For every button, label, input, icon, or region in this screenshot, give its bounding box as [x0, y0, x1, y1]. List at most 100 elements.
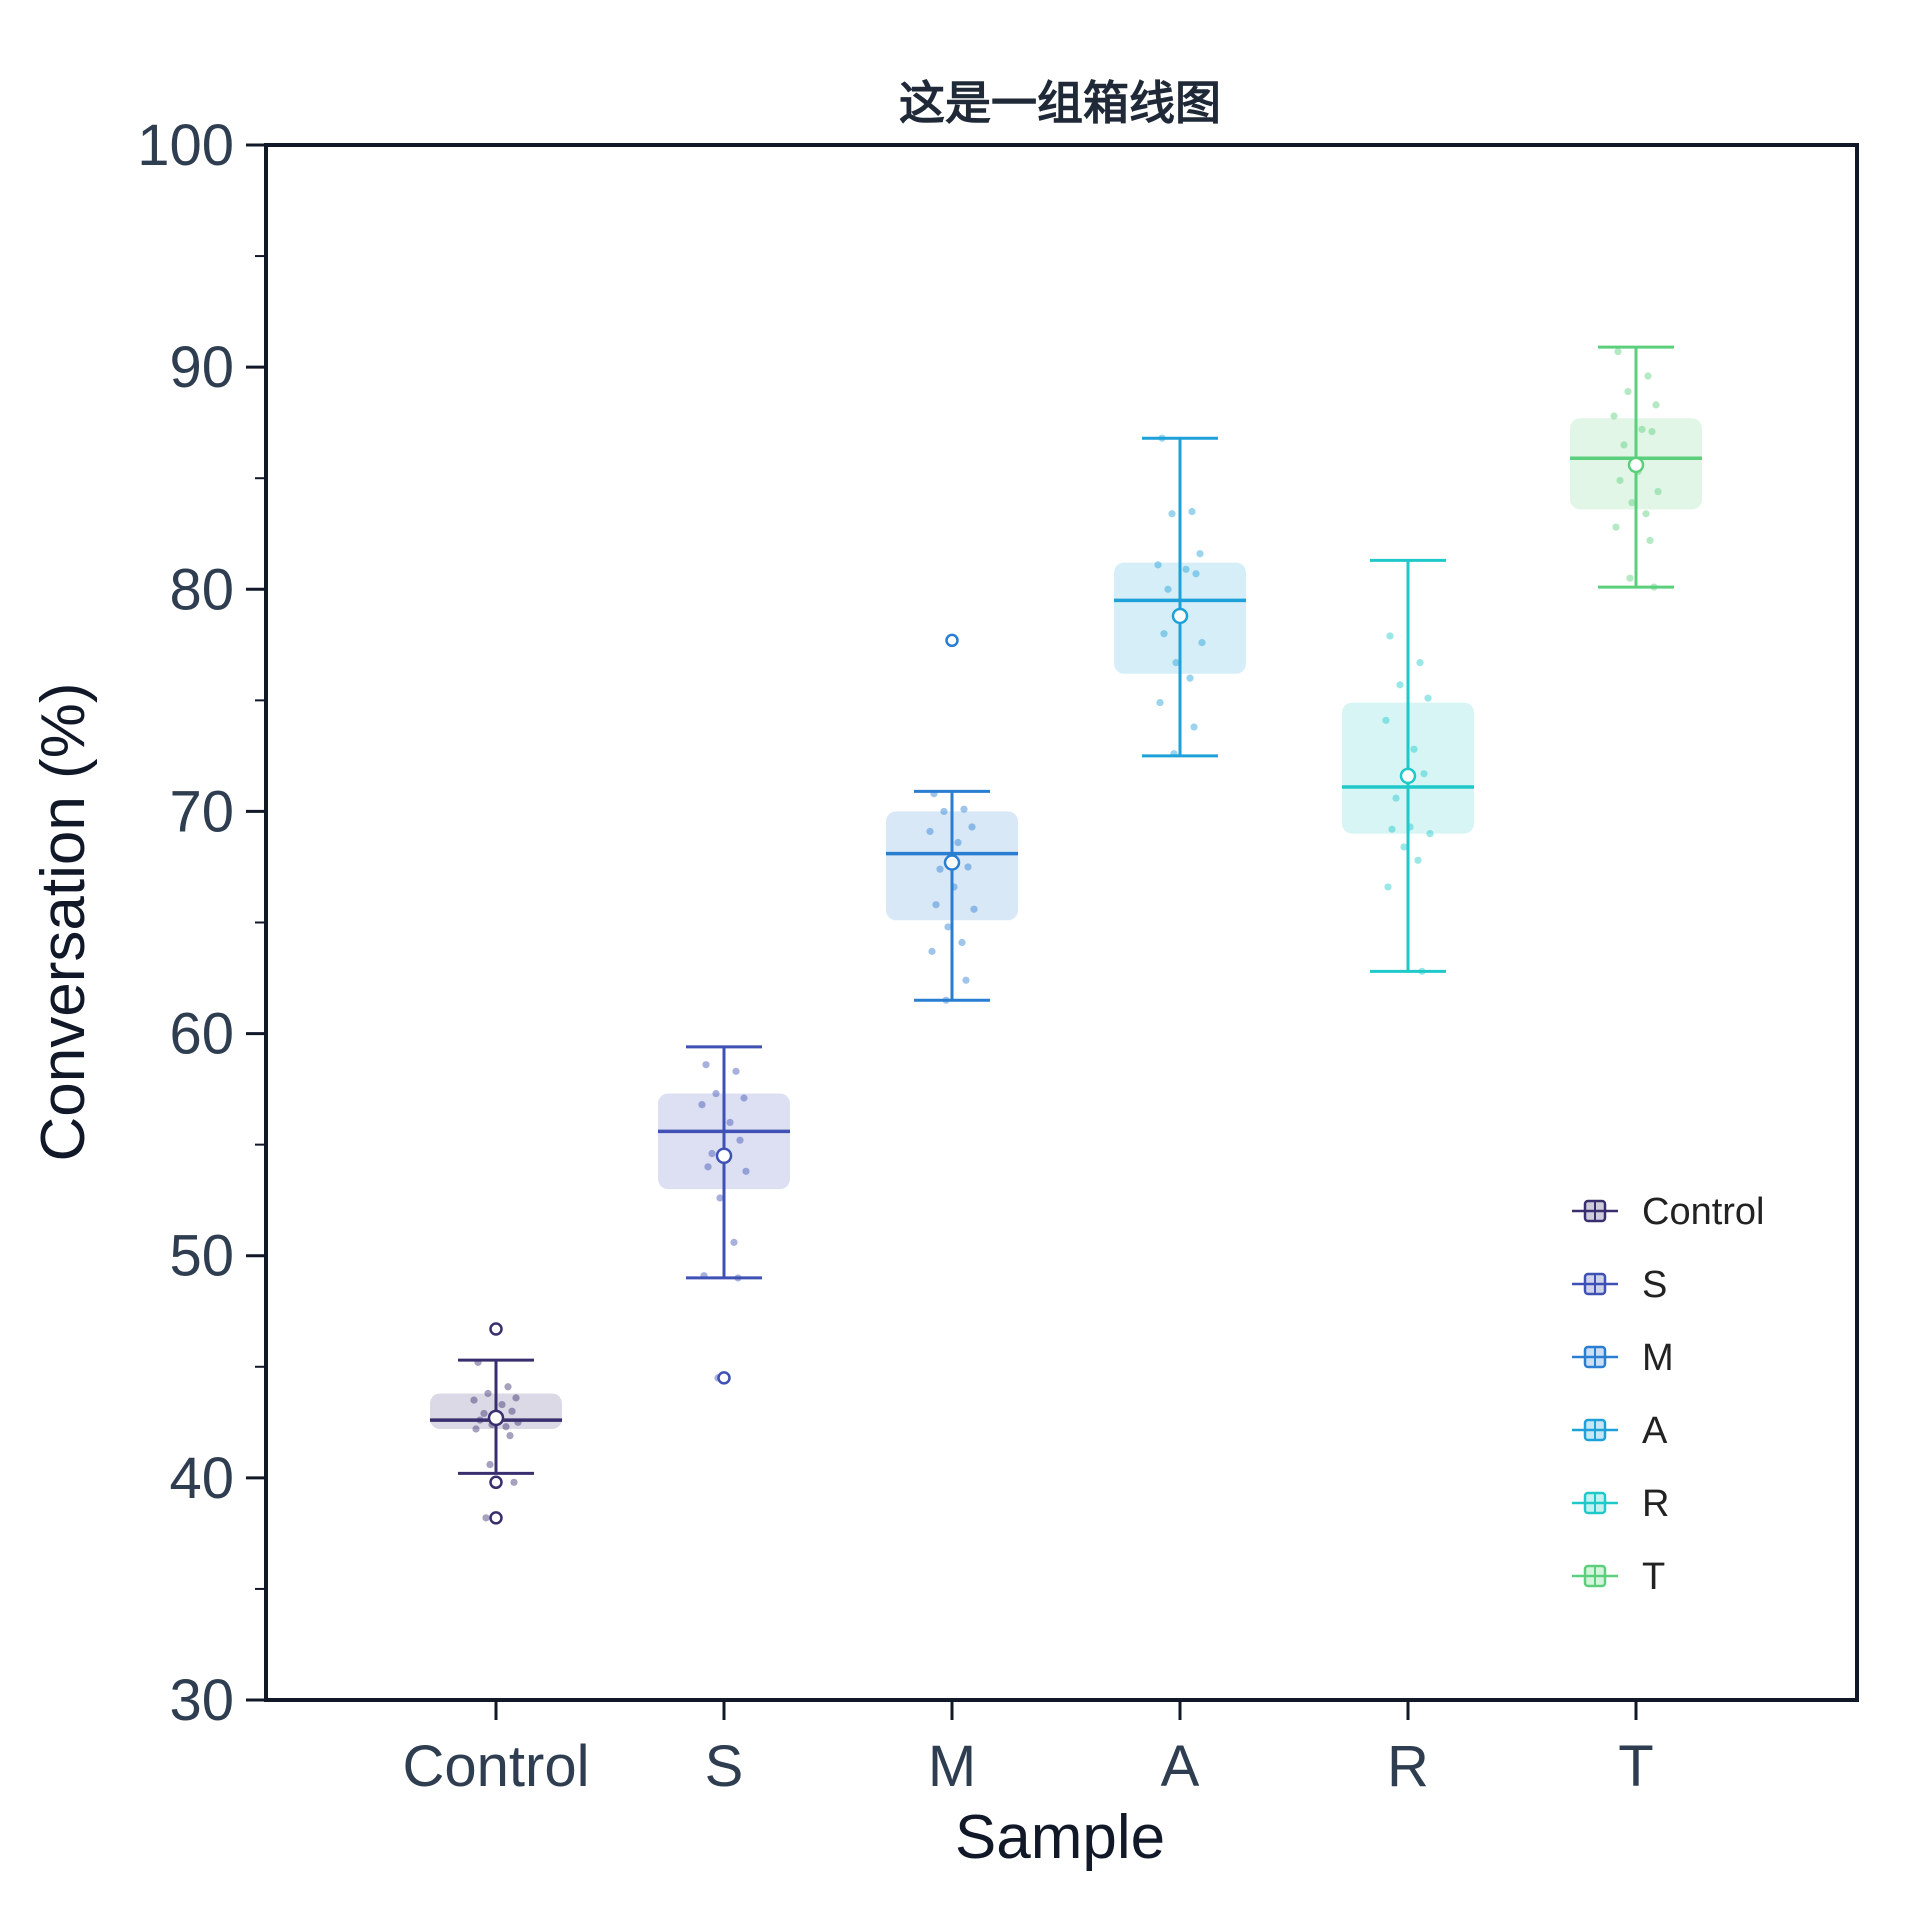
y-axis: 30 40 50 60 70 80 90 100 — [137, 113, 266, 1733]
data-point — [1424, 694, 1432, 702]
data-point — [470, 1396, 478, 1404]
outlier-point — [945, 633, 959, 648]
legend-item-control: Control — [1572, 1191, 1765, 1233]
data-point — [726, 1118, 734, 1127]
data-point — [954, 838, 962, 847]
mean-marker — [487, 1409, 505, 1427]
data-point — [970, 905, 978, 913]
legend-item-s: S — [1572, 1264, 1667, 1306]
y-tick-label: 70 — [169, 779, 234, 844]
data-point — [1628, 499, 1636, 507]
y-tick-label: 80 — [169, 557, 234, 622]
data-point — [480, 1409, 488, 1418]
data-point — [944, 923, 952, 931]
mean-marker — [715, 1147, 733, 1164]
data-point — [472, 1425, 480, 1433]
x-tick-label: T — [1618, 1734, 1653, 1799]
data-point — [1638, 425, 1646, 433]
data-point — [1160, 630, 1168, 638]
data-point — [1386, 632, 1394, 640]
data-point — [1192, 570, 1200, 578]
data-point — [1648, 427, 1656, 436]
data-point — [1426, 830, 1434, 838]
data-point — [506, 1432, 514, 1440]
data-point — [1616, 476, 1624, 485]
data-point — [698, 1101, 706, 1109]
data-point — [960, 805, 968, 813]
data-point — [1156, 698, 1164, 707]
data-point — [484, 1389, 492, 1398]
boxes-layer — [430, 345, 1702, 1525]
data-point — [1400, 843, 1408, 851]
data-point — [1620, 441, 1628, 449]
data-point — [1164, 585, 1172, 593]
mean-marker — [1399, 767, 1417, 785]
data-point — [1612, 523, 1620, 531]
y-tick-label: 50 — [169, 1224, 234, 1289]
data-point — [1642, 510, 1650, 518]
data-point — [1392, 794, 1400, 802]
data-point — [1416, 658, 1424, 667]
data-point — [702, 1061, 710, 1069]
mean-marker — [1627, 456, 1645, 474]
data-point — [712, 1089, 720, 1098]
data-point — [926, 827, 934, 836]
data-point — [486, 1460, 494, 1469]
data-point — [1384, 883, 1392, 891]
data-point — [1396, 681, 1404, 689]
data-point — [732, 1067, 740, 1075]
x-tick-label: M — [928, 1734, 976, 1799]
data-point — [482, 1514, 490, 1522]
data-point — [1388, 825, 1396, 833]
data-point — [964, 863, 972, 871]
legend-item-m: M — [1572, 1337, 1674, 1379]
data-point — [1420, 770, 1428, 778]
data-point — [742, 1167, 750, 1175]
box-group-a — [1114, 434, 1246, 758]
data-point — [940, 807, 948, 816]
outlier-point — [489, 1475, 503, 1490]
data-point — [498, 1400, 506, 1409]
data-point — [932, 901, 940, 909]
x-axis: Control S M A R T — [403, 1700, 1654, 1799]
data-point — [504, 1383, 512, 1391]
data-point — [1626, 574, 1634, 582]
data-point — [1168, 510, 1176, 518]
data-point — [512, 1394, 520, 1402]
legend-label: A — [1642, 1410, 1668, 1452]
data-point — [958, 938, 966, 947]
outlier-point — [489, 1322, 503, 1336]
data-point — [1198, 639, 1206, 647]
data-point — [1610, 412, 1618, 420]
legend-label: Control — [1642, 1191, 1765, 1233]
data-point — [936, 865, 944, 873]
x-tick-label: S — [705, 1734, 744, 1799]
box-group-control — [430, 1322, 562, 1525]
data-point — [1410, 745, 1418, 753]
legend-label: S — [1642, 1264, 1667, 1306]
legend-label: T — [1642, 1556, 1665, 1598]
y-tick-label: 40 — [169, 1446, 234, 1511]
y-tick-label: 100 — [137, 113, 234, 178]
y-axis-label: Conversation (%) — [29, 683, 98, 1162]
data-point — [1654, 487, 1662, 496]
data-point — [968, 823, 976, 831]
data-point — [1182, 565, 1190, 573]
data-point — [962, 976, 970, 984]
outlier-point — [717, 1371, 731, 1385]
data-point — [1382, 716, 1390, 724]
legend-label: M — [1642, 1337, 1674, 1379]
data-point — [704, 1163, 712, 1171]
y-tick-label: 30 — [169, 1668, 234, 1733]
data-point — [502, 1423, 510, 1431]
data-point — [1186, 674, 1194, 682]
box-group-r — [1342, 558, 1474, 975]
y-tick-label: 90 — [169, 335, 234, 400]
box-group-t — [1570, 345, 1702, 591]
legend-item-t: T — [1572, 1556, 1665, 1598]
legend-item-a: A — [1572, 1410, 1668, 1452]
mean-marker — [943, 854, 961, 871]
data-point — [1188, 507, 1196, 516]
